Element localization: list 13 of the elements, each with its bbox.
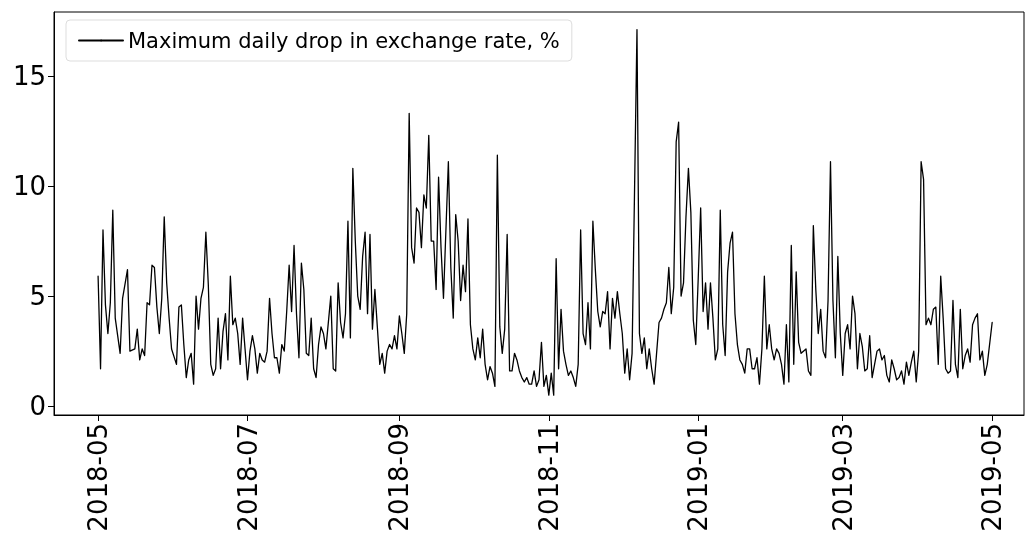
x-tick-label: 2018-11 <box>533 423 564 532</box>
y-tick-label: 10 <box>12 170 46 201</box>
y-tick-label: 5 <box>29 281 46 312</box>
x-tick-label: 2019-05 <box>977 423 1008 532</box>
x-tick-label: 2018-05 <box>83 423 114 532</box>
x-tick-label: 2019-01 <box>683 423 714 532</box>
x-tick-label: 2018-09 <box>384 423 415 532</box>
legend-label: Maximum daily drop in exchange rate, % <box>128 28 560 53</box>
y-tick-label: 15 <box>12 60 46 91</box>
y-tick-label: 0 <box>29 391 46 422</box>
x-tick-label: 2019-03 <box>827 423 858 532</box>
line-series <box>97 28 993 396</box>
x-tick-label: 2018-07 <box>232 423 263 532</box>
